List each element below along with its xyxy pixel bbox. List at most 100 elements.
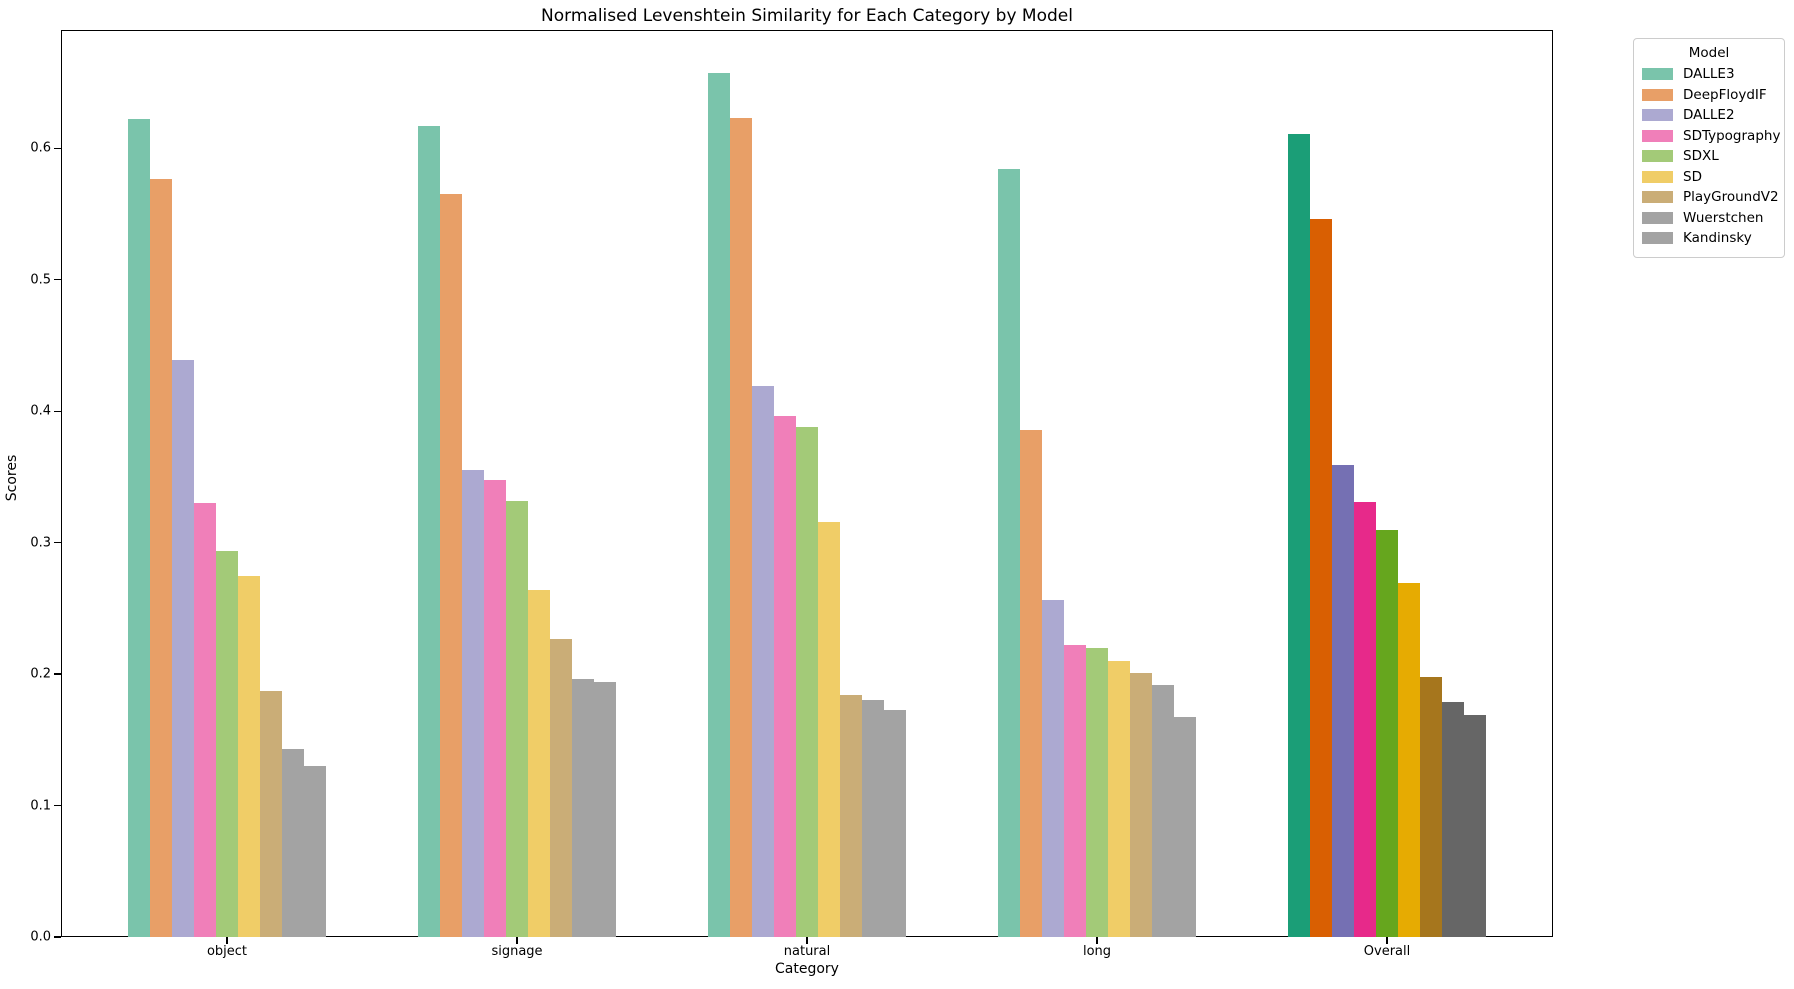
x-tick-label-object: object [206,944,248,959]
legend-item-DALLE2: DALLE2 [1642,105,1776,126]
bar-SDXL-Overall [1376,529,1398,937]
bar-Kandinsky-Overall [1464,714,1486,937]
legend-item-SDTypography: SDTypography [1642,126,1780,147]
x-tick-label-signage: signage [491,944,543,959]
bar-PlayGroundV2-long [1130,672,1152,937]
y-tick-mark [54,541,61,544]
legend-label: Kandinsky [1683,230,1752,247]
bar-DALLE3-natural [708,73,730,937]
bar-PlayGroundV2-signage [550,638,572,937]
bar-DALLE3-signage [418,125,440,937]
legend-label: SDXL [1683,148,1719,165]
legend-label: DeepFloydIF [1683,86,1767,103]
legend-swatch-PlayGroundV2 [1642,191,1673,204]
legend-item-DALLE3: DALLE3 [1642,64,1776,85]
bar-SDTypography-signage [484,479,506,937]
bar-SDTypography-object [194,503,216,937]
bar-SD-Overall [1398,583,1420,937]
legend-label: Wuerstchen [1683,209,1764,226]
bar-Wuerstchen-signage [572,679,594,937]
x-tick-mark [806,937,808,944]
legend-item-PlayGroundV2: PlayGroundV2 [1642,187,1779,208]
bar-Kandinsky-long [1174,717,1196,937]
legend-swatch-DeepFloydIF [1642,88,1673,101]
bar-DeepFloydIF-signage [440,194,462,937]
x-tick-label-Overall: Overall [1363,944,1411,959]
bar-SDXL-long [1086,647,1108,937]
y-tick-label: 0.4 [30,403,51,419]
bar-Wuerstchen-object [282,749,304,937]
y-tick-label: 0.5 [30,272,51,288]
bar-DALLE3-object [128,119,150,937]
x-axis-label: Category [775,961,839,977]
legend-item-Kandinsky: Kandinsky [1642,228,1776,249]
bar-Kandinsky-object [304,766,326,937]
bar-DALLE3-Overall [1288,133,1310,937]
legend-item-DeepFloydIF: DeepFloydIF [1642,85,1776,106]
bar-PlayGroundV2-natural [840,695,862,937]
bar-DALLE2-long [1042,600,1064,937]
y-tick-label: 0.0 [30,929,51,945]
legend-item-SDXL: SDXL [1642,146,1776,167]
legend-item-Wuerstchen: Wuerstchen [1642,208,1776,229]
bar-DALLE2-signage [462,470,484,937]
y-tick-label: 0.3 [30,535,51,551]
y-axis-label: Scores [4,454,20,502]
bar-DeepFloydIF-natural [730,118,752,937]
bar-SDTypography-Overall [1354,501,1376,937]
x-tick-mark [1096,937,1098,944]
legend-label: PlayGroundV2 [1683,189,1779,206]
x-tick-mark [516,937,518,944]
legend-label: DALLE3 [1683,66,1735,83]
legend-swatch-SDTypography [1642,129,1673,142]
legend-swatch-DALLE3 [1642,68,1673,81]
x-tick-label-long: long [1082,944,1112,959]
bar-Wuerstchen-Overall [1442,701,1464,937]
bar-DeepFloydIF-Overall [1310,219,1332,937]
bar-SD-natural [818,521,840,937]
bar-Wuerstchen-natural [862,700,884,937]
legend-swatch-Wuerstchen [1642,211,1673,224]
y-tick-mark [54,410,61,412]
bar-SDXL-signage [506,500,528,937]
bar-DeepFloydIF-object [150,178,172,937]
bar-SDXL-object [216,550,238,937]
bar-SD-signage [528,589,550,937]
bar-Wuerstchen-long [1152,684,1174,937]
bar-DALLE2-Overall [1332,465,1354,937]
y-tick-label: 0.1 [30,798,51,814]
y-tick-label: 0.6 [30,140,51,156]
x-tick-label-natural: natural [783,944,831,959]
legend-title: Model [1688,45,1730,61]
bar-Kandinsky-natural [884,709,906,937]
y-tick-mark [54,936,61,938]
legend-label: DALLE2 [1683,107,1735,124]
legend-label: SD [1683,168,1702,185]
bar-DALLE2-natural [752,386,774,937]
legend-item-SD: SD [1642,167,1776,188]
bar-DeepFloydIF-long [1020,429,1042,937]
legend-swatch-SD [1642,170,1673,183]
legend-swatch-DALLE2 [1642,109,1673,122]
chart-title: Normalised Levenshtein Similarity for Ea… [541,6,1073,26]
x-tick-mark [226,937,228,944]
bar-SDTypography-natural [774,416,796,937]
bar-PlayGroundV2-Overall [1420,676,1442,937]
legend: Model DALLE3 DeepFloydIF DALLE2 SDTypograph… [1633,38,1785,258]
y-tick-label: 0.2 [30,666,51,682]
y-tick-mark [54,804,61,807]
legend-swatch-SDXL [1642,150,1673,163]
bar-DALLE3-long [998,169,1020,937]
x-tick-mark [1386,937,1388,944]
bar-SDTypography-long [1064,645,1086,937]
y-tick-mark [54,279,61,281]
legend-swatch-Kandinsky [1642,232,1673,245]
legend-items: DALLE3 DeepFloydIF DALLE2 SDTypography SDXL S… [1642,64,1780,249]
bar-SDXL-natural [796,426,818,937]
bar-PlayGroundV2-object [260,691,282,937]
bar-SD-object [238,575,260,937]
bar-Kandinsky-signage [594,681,616,937]
bar-DALLE2-object [172,359,194,937]
legend-label: SDTypography [1683,127,1781,144]
